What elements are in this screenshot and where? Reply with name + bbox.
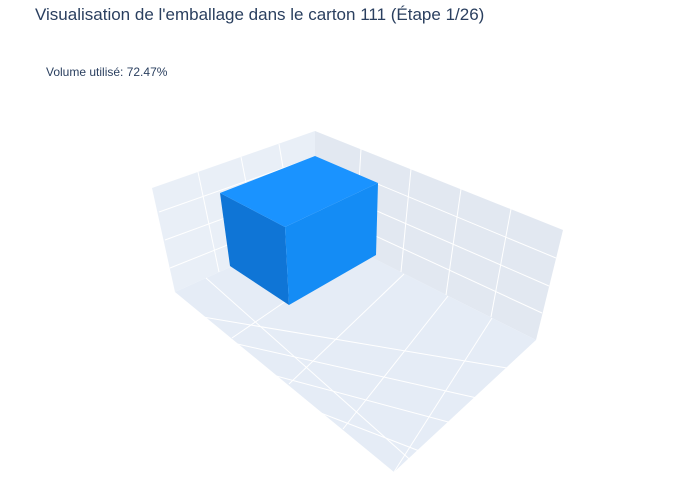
box-front-face	[285, 183, 378, 305]
volume-annotation: Volume utilisé: 72.47%	[46, 65, 168, 79]
packed-box[interactable]	[220, 156, 378, 305]
box-left-face	[220, 193, 289, 305]
floor-grid	[202, 250, 508, 473]
box-top-face	[220, 156, 378, 227]
chart-title: Visualisation de l'emballage dans le car…	[35, 5, 485, 24]
floor	[175, 229, 536, 472]
